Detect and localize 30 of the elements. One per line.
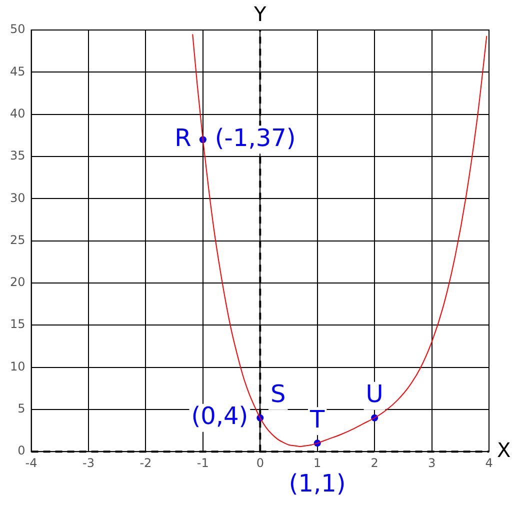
x-tick-label: 1 xyxy=(314,456,322,470)
ref-line-label: X xyxy=(497,438,511,462)
x-tick-label: -3 xyxy=(82,456,94,470)
y-tick-label: 25 xyxy=(10,232,26,247)
x-tick-label: -4 xyxy=(25,456,38,470)
x-tick-label: -2 xyxy=(140,456,152,470)
annotation: (-1,37) xyxy=(214,124,296,152)
y-tick-label: 50 xyxy=(10,22,26,36)
annotation: S xyxy=(270,380,286,408)
line-series xyxy=(192,34,488,448)
x-tick-label: 2 xyxy=(370,456,378,470)
x-tick-label: 4 xyxy=(485,456,493,470)
ref-line-label: Y xyxy=(253,2,268,26)
y-tick-label: 5 xyxy=(18,402,26,416)
y-tick-label: 15 xyxy=(10,317,26,332)
y-tick-label: 0 xyxy=(18,444,26,458)
annotation: T xyxy=(309,405,326,434)
y-tick-label: 10 xyxy=(10,359,26,374)
annotation: U xyxy=(366,380,384,408)
y-tick-label: 30 xyxy=(10,190,26,205)
y-tick-label: 35 xyxy=(10,148,26,163)
x-tick-label: 3 xyxy=(428,456,436,470)
y-tick-label: 45 xyxy=(10,64,26,78)
x-tick-label: -1 xyxy=(196,456,209,470)
x-tick-label: 0 xyxy=(256,456,264,470)
annotation: R xyxy=(174,124,192,152)
y-tick-label: 20 xyxy=(10,275,26,290)
annotation: (0,4) xyxy=(191,402,248,430)
y-tick-label: 40 xyxy=(10,106,26,120)
annotation: (1,1) xyxy=(288,469,346,498)
